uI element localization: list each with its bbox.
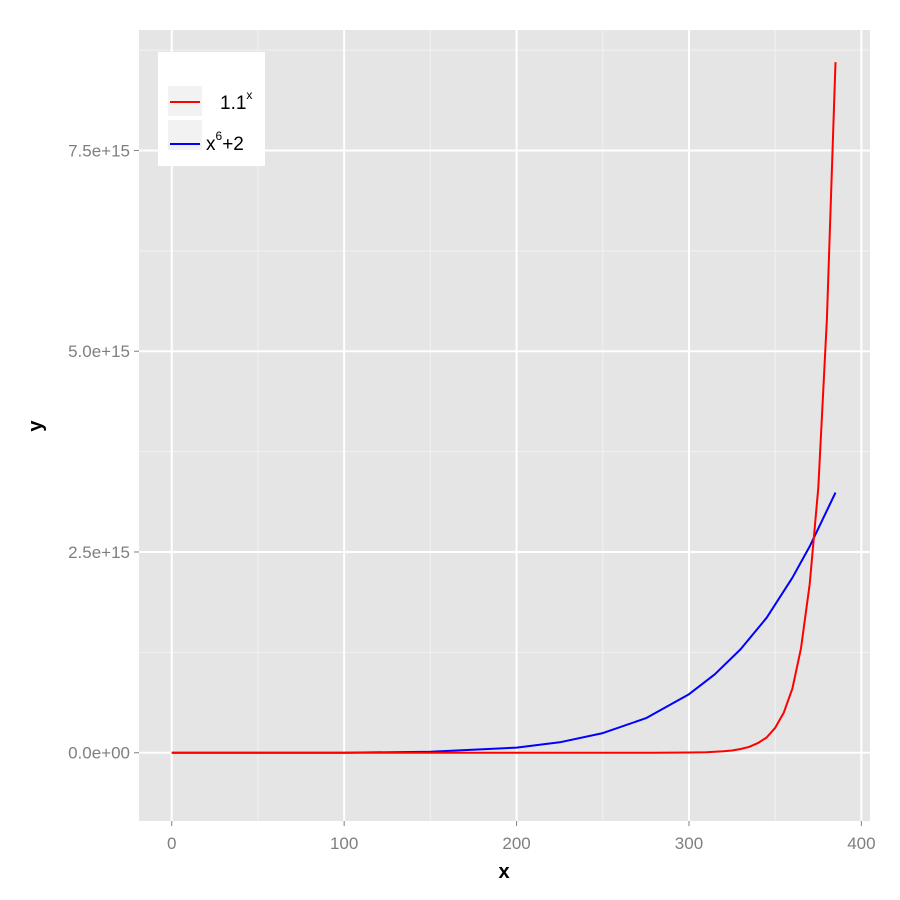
x-axis-title: x	[498, 861, 509, 883]
legend-label-1-sup: x	[246, 88, 252, 102]
legend-label-2-base: x	[206, 134, 216, 155]
legend-label-1-base: 1.1	[220, 93, 246, 114]
legend-label-2: x6+2	[206, 129, 244, 155]
x-tick-label: 200	[502, 834, 530, 853]
x-tick-label: 300	[675, 834, 703, 853]
series-line-1-1-pow-x	[171, 62, 837, 754]
legend-label-2-sup: 6	[216, 129, 223, 143]
y-tick-label: 2.5e+15	[68, 543, 130, 562]
y-tick-label: 0.0e+00	[68, 744, 130, 763]
x-tick-label: 400	[847, 834, 875, 853]
series-layer	[171, 62, 837, 754]
legend-label-2-tail: +2	[222, 134, 244, 155]
legend-key-bg-2	[168, 120, 202, 150]
x-axis: 0 100 200 300 400	[167, 821, 876, 853]
legend: 1.1x x6+2	[158, 52, 265, 166]
legend-label-1: 1.1x	[220, 88, 252, 114]
y-axis-title: y	[25, 420, 47, 432]
x-tick-label: 0	[167, 834, 176, 853]
x-tick-label: 100	[330, 834, 358, 853]
y-tick-label: 5.0e+15	[68, 342, 130, 361]
y-tick-label: 7.5e+15	[68, 141, 130, 160]
y-axis: 0.0e+00 2.5e+15 5.0e+15 7.5e+15	[68, 141, 139, 763]
